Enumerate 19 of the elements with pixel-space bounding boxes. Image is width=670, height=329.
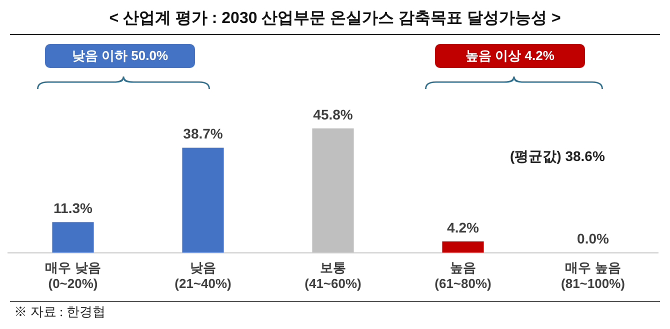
- text: ※ 자료 : 한경협: [14, 303, 106, 321]
- x-tick-label: 매우 낮음 (0~20%): [45, 260, 101, 291]
- data-label: 38.7%: [183, 126, 224, 142]
- x-tick-label: 높음 (61~80%): [434, 260, 492, 291]
- data-label: 4.2%: [447, 219, 480, 236]
- data-label: 11.3%: [54, 200, 94, 216]
- x-tick-label: 매우 높음 (81~100%): [561, 260, 625, 291]
- bar: [182, 148, 224, 253]
- x-tick-label: 낮음 (21~40%): [174, 260, 232, 291]
- data-label: 0.0%: [577, 230, 610, 247]
- annotation: (평균값) 38.6%: [510, 148, 605, 166]
- chart-title: < 산업계 평가 : 2030 산업부문 온실가스 감축목표 달성가능성 >: [108, 9, 562, 29]
- data-label: 45.8%: [313, 106, 354, 122]
- bar: [442, 241, 484, 253]
- x-tick-label: 보통 (41~60%): [304, 260, 362, 291]
- bar: [312, 128, 354, 253]
- text: 높음 이상 4.2%: [435, 44, 585, 68]
- bar: [52, 222, 94, 253]
- text: 낮음 이하 50.0%: [45, 44, 195, 68]
